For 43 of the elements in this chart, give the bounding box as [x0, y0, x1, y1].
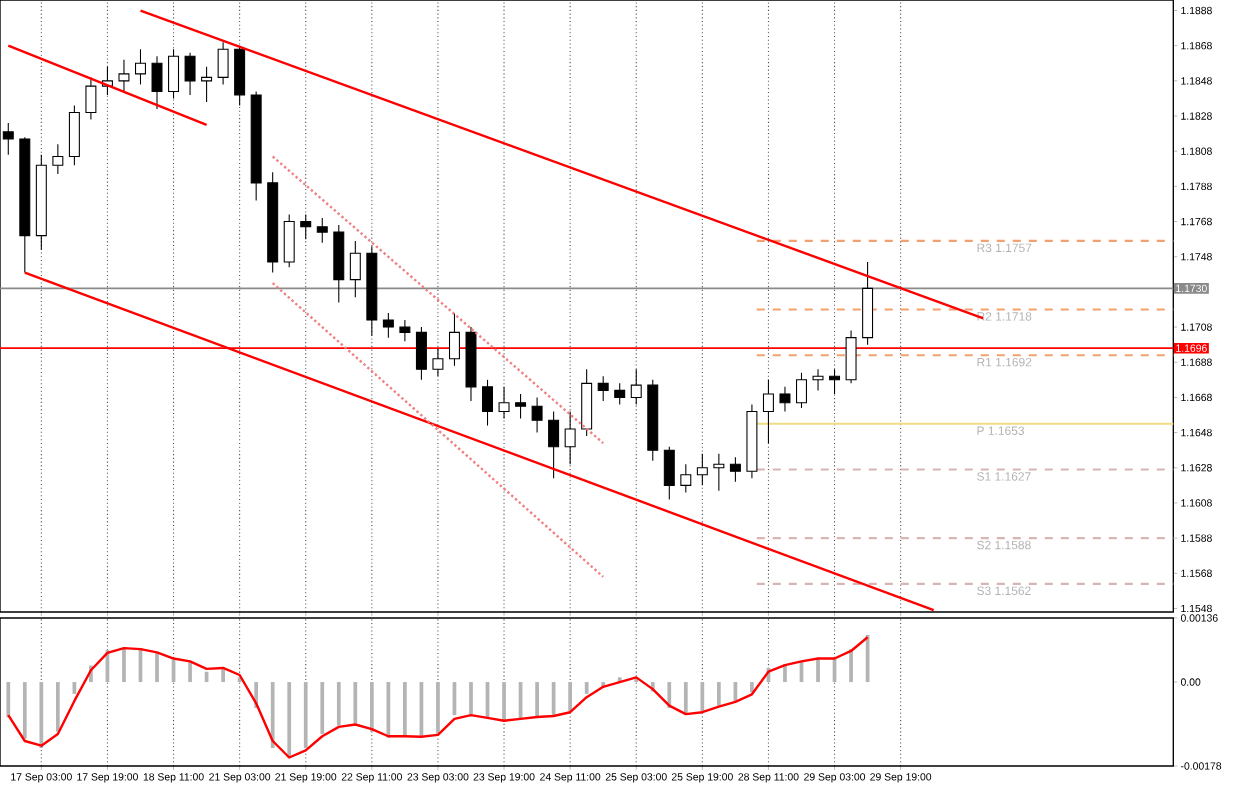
candlestick: [548, 410, 560, 479]
candlestick: [729, 456, 741, 483]
candlestick: [333, 224, 345, 303]
candlestick: [151, 55, 163, 110]
candlestick: [382, 312, 394, 339]
candlestick: [217, 41, 229, 85]
candlestick: [812, 368, 824, 391]
candlestick: [85, 76, 97, 121]
candlestick: [696, 453, 708, 486]
candlestick: [829, 368, 841, 395]
candlestick: [630, 368, 642, 405]
candlestick: [597, 375, 609, 402]
candlestick: [300, 213, 312, 240]
candlestick: [168, 48, 180, 99]
candlestick: [796, 372, 807, 409]
candlestick: [399, 319, 411, 342]
candlestick: [680, 463, 692, 493]
candlestick: [134, 48, 146, 85]
candlestick: [349, 240, 361, 298]
candlestick: [663, 446, 675, 500]
candlestick: [432, 347, 444, 377]
candlestick: [234, 45, 246, 107]
line-series: [7, 636, 869, 759]
candlestick: [498, 386, 510, 420]
candlestick: [713, 453, 725, 492]
candlestick: [184, 52, 196, 96]
candlestick: [283, 213, 295, 268]
candlestick: [614, 382, 626, 405]
candlestick: [581, 368, 593, 437]
candlestick: [415, 326, 427, 381]
candlestick: [68, 104, 80, 166]
candlestick: [531, 396, 543, 434]
candlestick: [762, 379, 774, 444]
candlestick: [118, 59, 130, 92]
candlestick: [52, 143, 64, 175]
candlestick: [845, 330, 857, 384]
candlestick: [779, 386, 791, 413]
candlestick: [448, 312, 460, 367]
candlestick: [201, 66, 213, 103]
candlestick: [515, 393, 527, 420]
candlestick: [564, 410, 576, 465]
candlestick: [316, 217, 328, 244]
candlestick: [482, 379, 494, 427]
